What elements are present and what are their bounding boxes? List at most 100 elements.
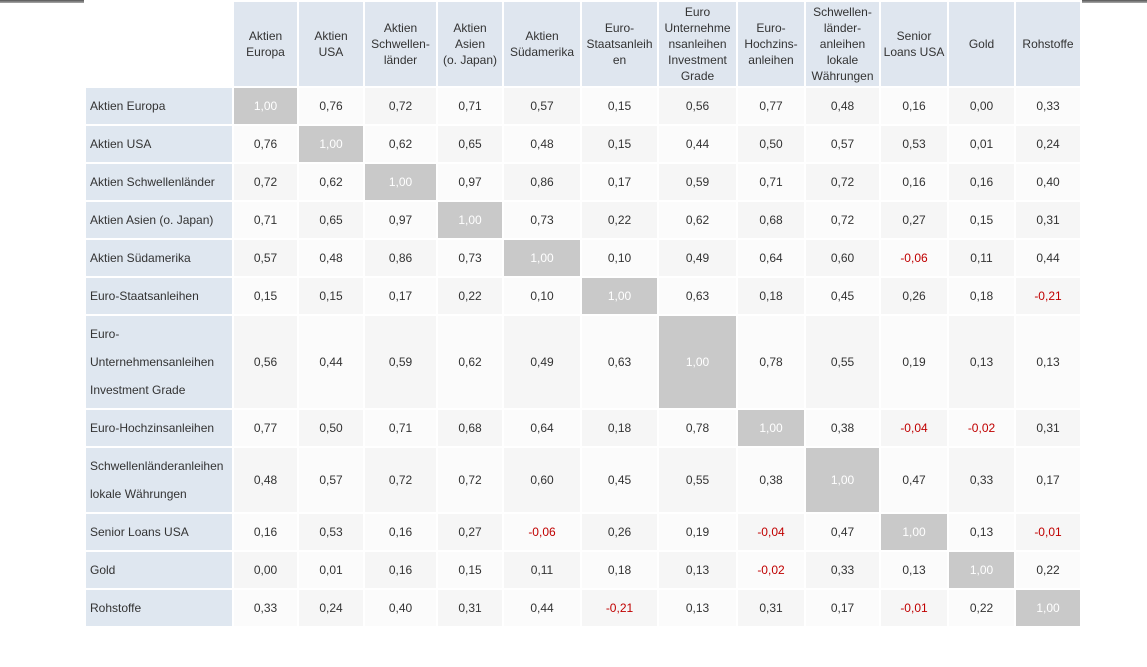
value-cell: 0,31 [1014,408,1082,448]
column-header: Euro Unternehme nsanleihen Investment Gr… [657,0,738,88]
value-cell: 0,73 [502,200,582,240]
value-cell: 0,13 [657,588,738,628]
value-cell: 0,01 [297,550,365,590]
column-header-text: Euro Unternehme nsanleihen Investment Gr… [664,5,731,83]
value-cell: 0,44 [502,588,582,628]
value-cell: 0,13 [879,550,949,590]
corner-cell [84,0,234,88]
table-row: Rohstoffe 0,33 0,24 0,40 0,31 0,44 -0,21 0,13 0,… [84,588,1082,628]
value-cell: 0,64 [502,408,582,448]
value-cell: 0,10 [580,238,659,278]
value-cell: 0,16 [879,86,949,126]
row-label: Schwellenländeranleihen lokale Währungen [84,446,234,514]
value-cell: 0,16 [947,162,1016,202]
value-cell: 0,97 [363,200,438,240]
value-cell: 0,27 [436,512,504,552]
column-header: Gold [947,0,1016,88]
value-cell: 0,38 [736,446,806,514]
column-header: Schwellen- länder- anleihen lokale Währu… [804,0,881,88]
value-cell: 0,72 [232,162,299,202]
value-cell: 0,44 [297,314,365,410]
row-label: Euro- Unternehmensanleihen Investment Gr… [84,314,234,410]
table-row: Schwellenländeranleihen lokale Währungen… [84,446,1082,514]
value-cell: 0,48 [232,446,299,514]
value-cell: 0,15 [580,124,659,164]
row-label: Euro-Staatsanleihen [84,276,234,316]
value-cell: 0,22 [580,200,659,240]
value-cell: 0,38 [804,408,881,448]
value-cell: 0,47 [879,446,949,514]
value-cell: 0,64 [736,238,806,278]
diagonal-cell: 1,00 [947,550,1016,590]
value-cell: 0,86 [363,238,438,278]
value-cell: 0,60 [502,446,582,514]
value-cell: 0,31 [436,588,504,628]
row-label: Senior Loans USA [84,512,234,552]
value-cell: 0,72 [436,446,504,514]
row-label: Gold [84,550,234,590]
value-cell: 0,16 [363,512,438,552]
row-label: Aktien Schwellenländer [84,162,234,202]
value-cell: 0,71 [436,86,504,126]
value-cell: 0,78 [736,314,806,410]
value-cell: 0,16 [363,550,438,590]
column-header-text: Senior Loans USA [883,29,945,59]
value-cell: 0,59 [657,162,738,202]
value-cell: 0,62 [297,162,365,202]
value-cell: -0,04 [736,512,806,552]
value-cell: 0,13 [1014,314,1082,410]
row-label: Aktien Südamerika [84,238,234,278]
diagonal-cell: 1,00 [736,408,806,448]
table-row: Euro-Hochzinsanleihen 0,77 0,50 0,71 0,68 0,6… [84,408,1082,448]
diagonal-cell: 1,00 [879,512,949,552]
value-cell: 0,86 [502,162,582,202]
value-cell: 0,31 [736,588,806,628]
value-cell: 0,57 [502,86,582,126]
column-header-text: Aktien Schwellen- länder [371,21,430,67]
table-row: Aktien Südamerika 0,57 0,48 0,86 0,73 1,00 0,1… [84,238,1082,278]
value-cell: -0,01 [1014,512,1082,552]
table-row: Euro-Staatsanleihen 0,15 0,15 0,17 0,22 0,10 1… [84,276,1082,316]
value-cell: 0,22 [947,588,1016,628]
value-cell: 0,53 [297,512,365,552]
value-cell: 0,45 [580,446,659,514]
value-cell: 0,17 [804,588,881,628]
value-cell: 0,77 [232,408,299,448]
value-cell: 0,24 [1014,124,1082,164]
value-cell: 0,77 [736,86,806,126]
value-cell: 0,18 [580,408,659,448]
value-cell: 0,47 [804,512,881,552]
column-header: Aktien USA [297,0,365,88]
value-cell: -0,21 [580,588,659,628]
value-cell: 0,62 [657,200,738,240]
correlation-table: Aktien Europa Aktien USA Aktien Schwellen-… [84,0,1082,628]
column-header-text: Euro- Hochzins- anleihen [744,21,798,67]
table-row: Aktien Schwellenländer 0,72 0,62 1,00 0,97 0,… [84,162,1082,202]
value-cell: 0,53 [879,124,949,164]
value-cell: -0,06 [879,238,949,278]
value-cell: 0,71 [363,408,438,448]
value-cell: 0,63 [657,276,738,316]
value-cell: 0,40 [363,588,438,628]
value-cell: 0,27 [879,200,949,240]
diagonal-cell: 1,00 [1014,588,1082,628]
value-cell: 0,48 [502,124,582,164]
column-header: Aktien Asien (o. Japan) [436,0,504,88]
value-cell: 0,48 [804,86,881,126]
column-header-text: Euro- Staatsanleih en [586,21,653,67]
value-cell: 0,65 [436,124,504,164]
value-cell: 0,19 [879,314,949,410]
value-cell: 0,00 [947,86,1016,126]
column-header: Senior Loans USA [879,0,949,88]
value-cell: 0,33 [804,550,881,590]
value-cell: 0,15 [947,200,1016,240]
value-cell: 0,68 [736,200,806,240]
value-cell: 0,33 [1014,86,1082,126]
value-cell: -0,02 [736,550,806,590]
value-cell: 0,24 [297,588,365,628]
value-cell: 0,71 [232,200,299,240]
value-cell: 0,00 [232,550,299,590]
table-row: Aktien USA 0,76 1,00 0,62 0,65 0,48 0,15 0,44 0,… [84,124,1082,164]
value-cell: -0,06 [502,512,582,552]
